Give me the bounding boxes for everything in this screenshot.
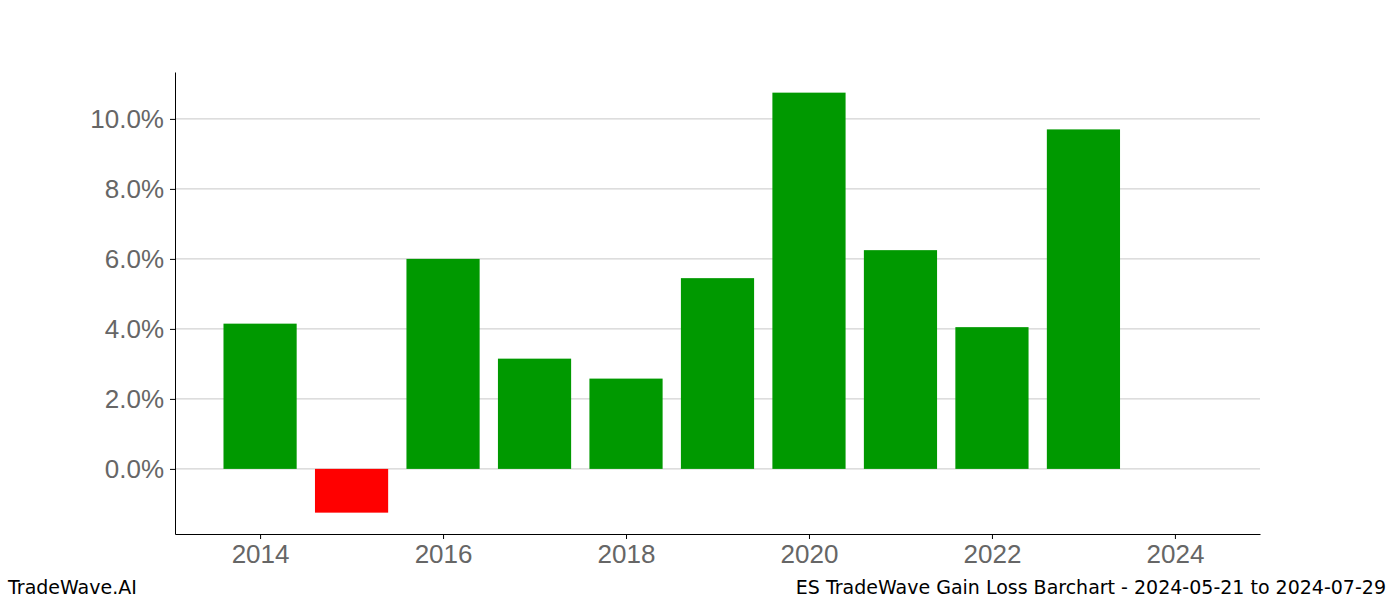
tick: 8.0% — [105, 174, 175, 204]
annotation: TradeWave.AI — [7, 576, 137, 598]
tick-label: 2022 — [964, 539, 1022, 569]
tick-mark — [170, 469, 175, 470]
tick: 2024 — [1146, 534, 1204, 569]
tick-label: 2018 — [598, 539, 656, 569]
tick-label: 2.0% — [105, 384, 164, 414]
bar — [498, 359, 571, 469]
tick-label: 2024 — [1146, 539, 1204, 569]
x-axis: 2014 2016 2018 2020 2022 2024 — [176, 534, 1261, 569]
axis-line — [175, 73, 176, 535]
grid-line — [175, 118, 1260, 119]
tick-mark — [260, 534, 261, 539]
bar — [864, 250, 937, 469]
tick: 2022 — [964, 534, 1022, 569]
chart: 0.0% 2.0% 4.0% 6.0% 8.0% 10.0% 2014 2016 2018 202… — [0, 0, 1400, 600]
tick-label: 4.0% — [105, 314, 164, 344]
tick-label: 8.0% — [105, 174, 164, 204]
tick-mark — [626, 534, 627, 539]
tick-label: 6.0% — [105, 244, 164, 274]
tick: 0.0% — [105, 454, 175, 484]
bar — [406, 259, 479, 469]
tick-mark — [1175, 534, 1176, 539]
tick-mark — [809, 534, 810, 539]
y-axis: 0.0% 2.0% 4.0% 6.0% 8.0% 10.0% — [90, 73, 175, 535]
tick: 4.0% — [105, 314, 175, 344]
tick-label: 2016 — [415, 539, 473, 569]
title: ES TradeWave Gain Loss Barchart - 2024-0… — [796, 576, 1386, 598]
tick-mark — [170, 399, 175, 400]
bar — [589, 379, 662, 469]
tick-mark — [170, 189, 175, 190]
bar — [223, 324, 296, 469]
tick: 2018 — [598, 534, 656, 569]
bar — [681, 278, 754, 469]
axis-line — [176, 534, 1261, 535]
tick-mark — [170, 119, 175, 120]
bar — [1047, 129, 1120, 469]
bar — [772, 93, 845, 469]
tick: 2.0% — [105, 384, 175, 414]
bar — [315, 469, 388, 513]
tick: 6.0% — [105, 244, 175, 274]
tick-label: 2020 — [781, 539, 839, 569]
tick: 2020 — [781, 534, 839, 569]
tick-label: 2014 — [232, 539, 290, 569]
grid — [175, 119, 1260, 469]
bars — [223, 93, 1120, 513]
tick: 2016 — [415, 534, 473, 569]
tick: 2014 — [232, 534, 290, 569]
tick-mark — [170, 259, 175, 260]
tick-mark — [443, 534, 444, 539]
bar — [955, 327, 1028, 469]
tick-label: 10.0% — [90, 104, 164, 134]
tick-label: 0.0% — [105, 454, 164, 484]
tick-mark — [992, 534, 993, 539]
tick: 10.0% — [90, 104, 175, 134]
tick-mark — [170, 329, 175, 330]
